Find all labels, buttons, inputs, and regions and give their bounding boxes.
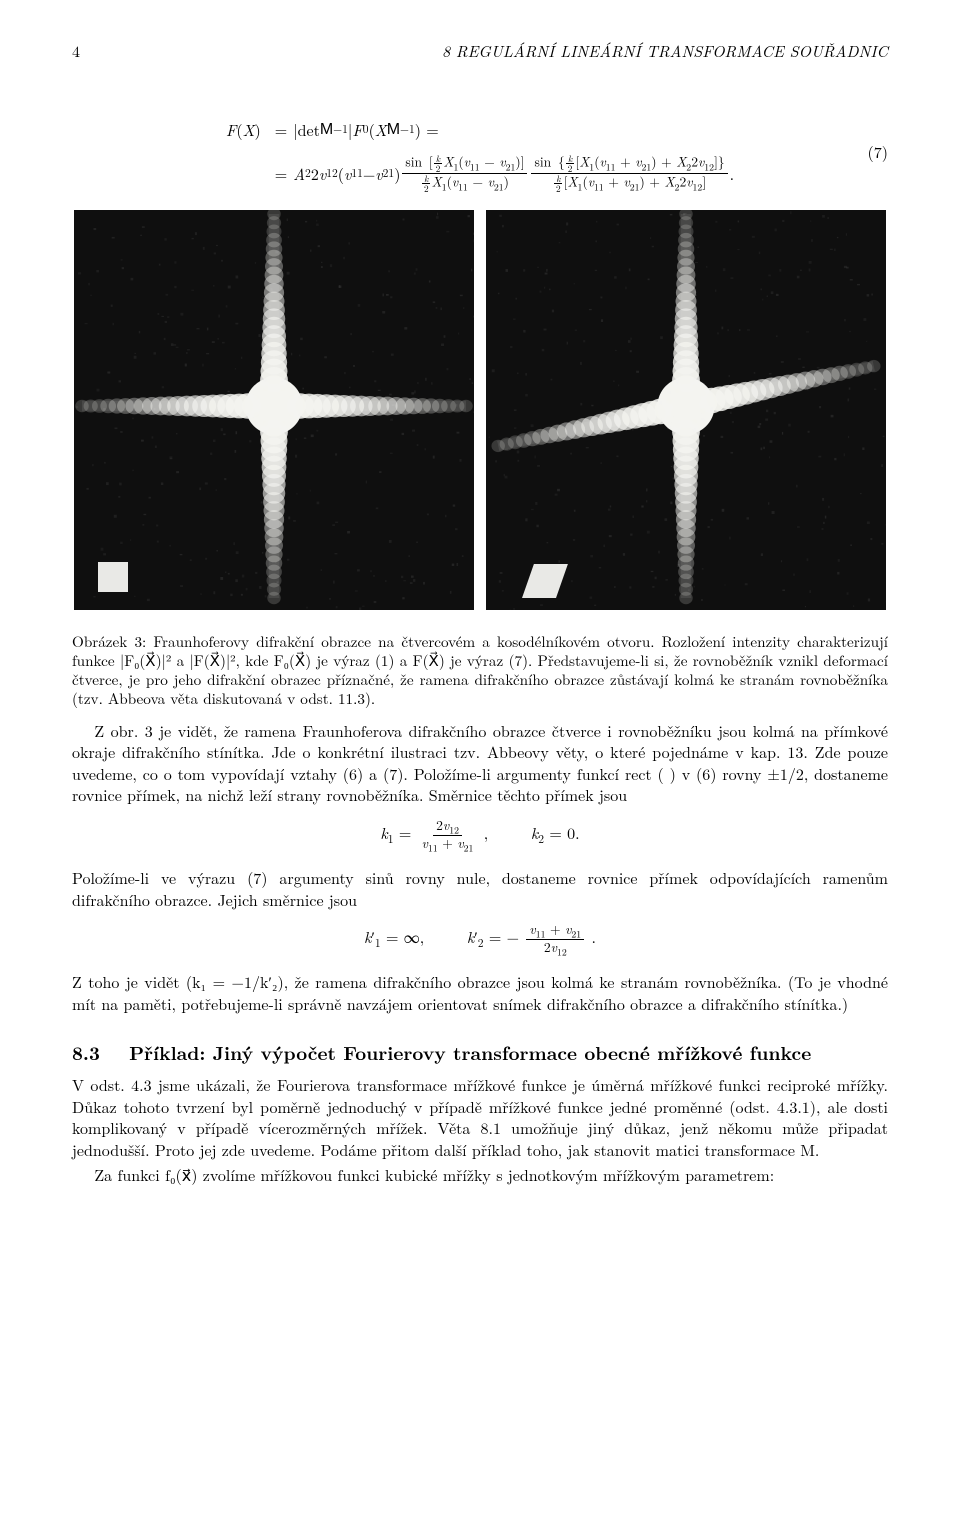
figure-3-panel-1 (74, 210, 474, 610)
paragraph-3: Z toho je vidět (k₁ = −1/k′₂), že ramena… (72, 971, 888, 1014)
section-number: 8.3 (72, 1038, 100, 1066)
figure-3: Obrázek 3: Fraunhoferovy difrakční obraz… (72, 210, 888, 708)
equation-k: k1 = 2v12 v11 + v21 , k2 = 0. (72, 818, 888, 853)
equation-7-body: F(X⃗) = = |det M−1| F0(X⃗ M−1) = A22v12(… (72, 108, 888, 196)
eq7-row1: |det M−1| F0(X⃗ M−1) = (293, 108, 734, 152)
eq7-number: (7) (868, 141, 888, 163)
equation-k-prime: k′1 = ∞, k′2 = − v11 + v21 2v12 . (72, 922, 888, 957)
eq7-equals-2: = (275, 152, 287, 196)
figure-3-panels (72, 210, 888, 610)
equation-7: F(X⃗) = = |det M−1| F0(X⃗ M−1) = A22v12(… (72, 108, 888, 196)
eq7-row2: A22v12(v11 − v21) sin [k2X1(v11 − v21)] … (293, 152, 734, 196)
eq7-lhs: F(X⃗) (226, 119, 261, 141)
running-head: 4 8 REGULÁRNÍ LINEÁRNÍ TRANSFORMACE SOUŘ… (72, 40, 888, 62)
paragraph-2: Položíme-li ve výrazu (7) argumenty sinů… (72, 867, 888, 910)
figure-3-panel-2 (486, 210, 886, 610)
paragraph-5: Za funkci f₀(x⃗) zvolíme mřížkovou funkc… (72, 1164, 888, 1186)
page-number: 4 (72, 40, 80, 62)
paragraph-1: Z obr. 3 je vidět, že ramena Fraunhofero… (72, 720, 888, 806)
eq7-equals-1: = (275, 108, 287, 152)
running-title: 8 REGULÁRNÍ LINEÁRNÍ TRANSFORMACE SOUŘAD… (442, 40, 888, 62)
section-title: Příklad: Jiný výpočet Fourierovy transfo… (129, 1038, 811, 1066)
section-8-3-heading: 8.3 Příklad: Jiný výpočet Fourierovy tra… (72, 1040, 888, 1066)
figure-3-caption: Obrázek 3: Fraunhoferovy difrakční obraz… (72, 632, 888, 708)
paragraph-4: V odst. 4.3 jsme ukázali, že Fourierova … (72, 1074, 888, 1160)
